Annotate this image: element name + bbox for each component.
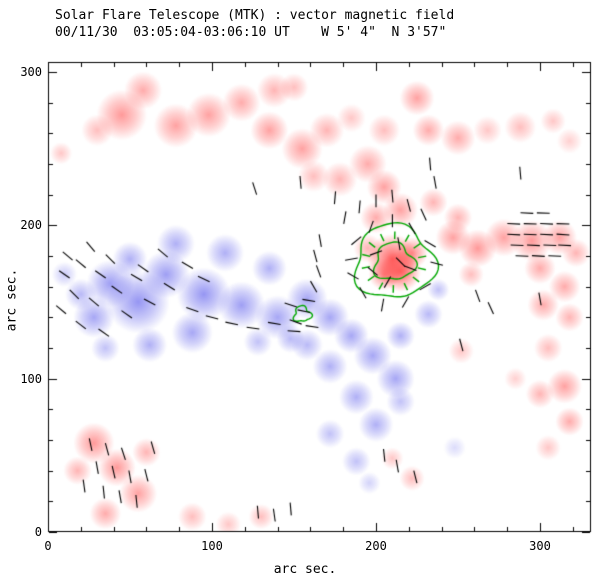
y-tick-label: 0: [34, 525, 42, 539]
y-tick-label: 100: [20, 371, 42, 386]
x-tick-label: 100: [201, 539, 223, 553]
x-tick-label: 0: [44, 539, 52, 553]
plot-title: Solar Flare Telescope (MTK) : vector mag…: [55, 8, 455, 23]
y-axis-label: arc sec.: [4, 268, 20, 332]
x-axis-label: arc sec.: [273, 562, 337, 577]
x-tick-label: 300: [529, 539, 551, 553]
y-tick-label: 200: [20, 218, 42, 233]
x-tick-label: 200: [365, 539, 387, 553]
plot-subtitle: 00/11/30 03:05:04-03:06:10 UT W 5' 4" N …: [55, 25, 447, 40]
y-tick-label: 300: [20, 65, 42, 79]
